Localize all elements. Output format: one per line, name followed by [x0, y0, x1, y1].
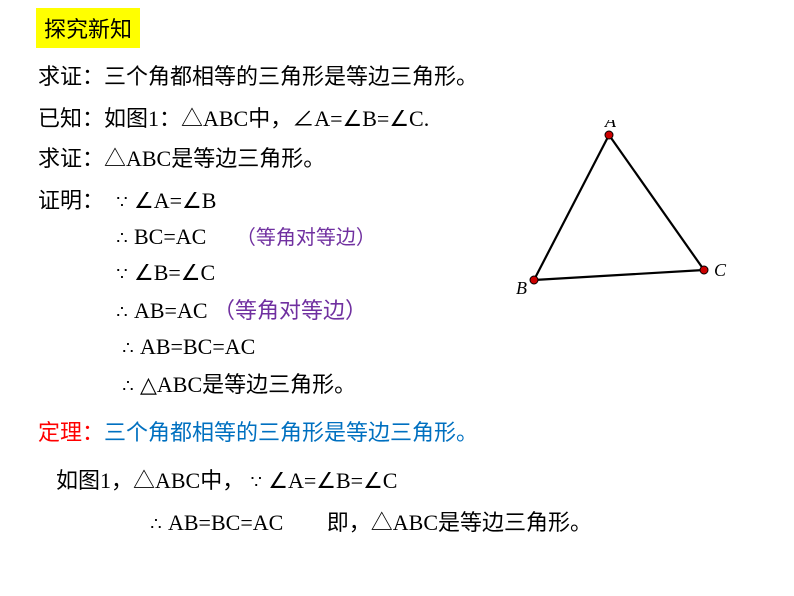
- therefore-icon: ∴: [144, 512, 168, 537]
- theorem-text: 三个角都相等的三角形是等边三角形。: [104, 420, 478, 445]
- fig1-suffix: ∠A=∠B=∠C: [268, 468, 397, 493]
- proof-step-2: ∴BC=AC （等角对等边）: [110, 222, 376, 253]
- proof-label: 证明：: [38, 186, 104, 217]
- svg-text:A: A: [604, 120, 617, 131]
- step3-text: ∠B=∠C: [134, 260, 215, 285]
- prove-statement: 求证：三个角都相等的三角形是等边三角形。: [38, 62, 478, 93]
- theorem-label: 定理：: [38, 420, 104, 445]
- step2-text: BC=AC: [134, 224, 206, 249]
- therefore-icon: ∴: [116, 336, 140, 361]
- step4-note: （等角对等边）: [213, 298, 367, 323]
- fig1-prefix: 如图1，△ABC中，: [56, 468, 244, 493]
- triangle-diagram: A B C: [514, 120, 734, 310]
- therefore-icon: ∴: [116, 374, 140, 399]
- because-icon: ∵: [244, 470, 268, 495]
- to-prove: 求证：△ABC是等边三角形。: [38, 144, 325, 175]
- proof-step-1: ∵∠A=∠B: [110, 186, 216, 217]
- figure-ref-1: 如图1，△ABC中，∵∠A=∠B=∠C: [56, 466, 397, 497]
- proof-step-4: ∴AB=AC （等角对等边）: [110, 296, 367, 327]
- theorem-line: 定理：三个角都相等的三角形是等边三角形。: [38, 418, 478, 449]
- therefore-icon: ∴: [110, 226, 134, 251]
- proof-step-5: ∴AB=BC=AC: [116, 332, 255, 363]
- step1-text: ∠A=∠B: [134, 188, 216, 213]
- step5-text: AB=BC=AC: [140, 334, 255, 359]
- step2-note: （等角对等边）: [236, 227, 376, 249]
- given-statement: 已知：如图1：△ABC中，∠A=∠B=∠C.: [38, 104, 429, 135]
- svg-text:C: C: [714, 260, 727, 280]
- fig2-suffix: 即，△ABC是等边三角形。: [327, 510, 592, 535]
- proof-step-6: ∴△ABC是等边三角形。: [116, 370, 356, 401]
- svg-text:B: B: [516, 278, 527, 298]
- section-header: 探究新知: [36, 8, 140, 48]
- because-icon: ∵: [110, 262, 134, 287]
- step4-text: AB=AC: [134, 298, 208, 323]
- therefore-icon: ∴: [110, 300, 134, 325]
- step6-text: △ABC是等边三角形。: [140, 372, 356, 397]
- proof-step-3: ∵∠B=∠C: [110, 258, 215, 289]
- fig2-text: AB=BC=AC: [168, 510, 283, 535]
- because-icon: ∵: [110, 190, 134, 215]
- figure-ref-2: ∴AB=BC=AC 即，△ABC是等边三角形。: [144, 508, 592, 539]
